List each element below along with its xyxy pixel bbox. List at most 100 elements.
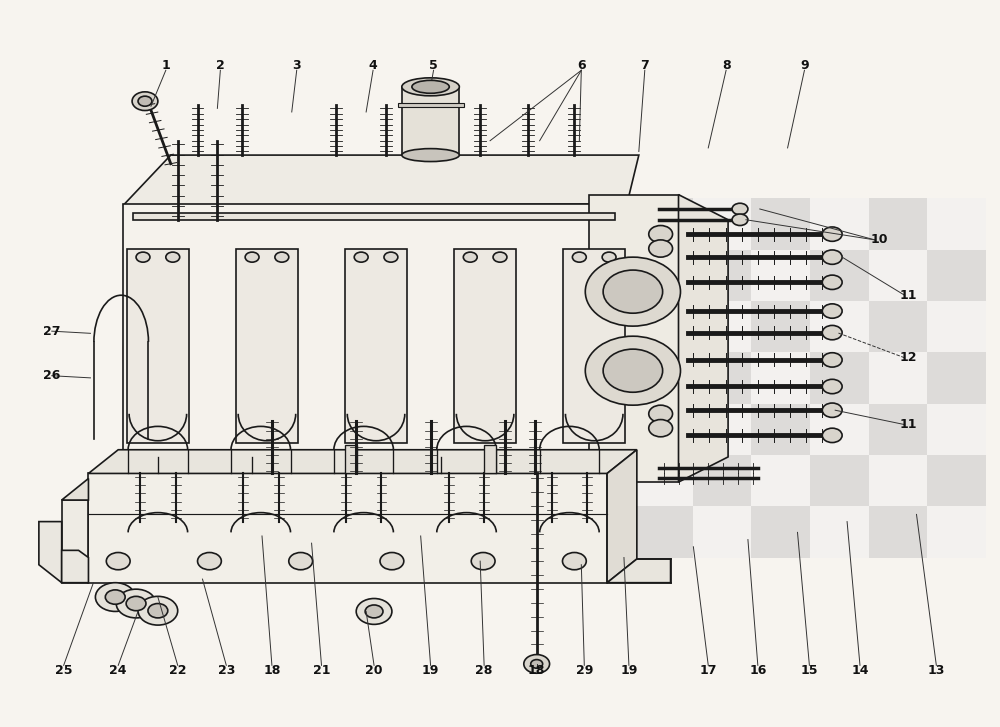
Bar <box>693 506 751 558</box>
Circle shape <box>585 257 680 326</box>
Text: 29: 29 <box>576 664 593 677</box>
Bar <box>402 87 459 155</box>
Polygon shape <box>127 249 189 443</box>
Bar <box>751 455 810 506</box>
Circle shape <box>116 589 156 618</box>
Circle shape <box>132 92 158 111</box>
Circle shape <box>463 252 477 262</box>
Polygon shape <box>88 450 637 473</box>
Bar <box>927 455 986 506</box>
Text: 20: 20 <box>365 664 383 677</box>
Polygon shape <box>454 249 516 443</box>
Bar <box>869 198 927 249</box>
Circle shape <box>732 204 748 214</box>
Polygon shape <box>62 550 88 583</box>
Text: 19: 19 <box>620 664 638 677</box>
Bar <box>634 403 693 455</box>
Circle shape <box>822 326 842 340</box>
Bar <box>345 445 357 473</box>
Circle shape <box>732 214 748 225</box>
Bar <box>869 301 927 352</box>
Circle shape <box>365 605 383 618</box>
Bar <box>751 198 810 249</box>
Text: 18: 18 <box>528 664 545 677</box>
Bar <box>693 301 751 352</box>
Circle shape <box>531 659 543 668</box>
Polygon shape <box>123 155 639 206</box>
Text: 26: 26 <box>43 369 60 382</box>
Circle shape <box>126 596 146 611</box>
Bar <box>869 249 927 301</box>
Polygon shape <box>679 195 728 482</box>
Bar <box>927 301 986 352</box>
Circle shape <box>603 349 663 393</box>
Polygon shape <box>62 478 88 500</box>
Bar <box>634 249 693 301</box>
Circle shape <box>380 553 404 570</box>
Bar <box>927 506 986 558</box>
Text: 25: 25 <box>55 664 72 677</box>
Bar <box>693 249 751 301</box>
Bar <box>810 249 869 301</box>
Circle shape <box>524 654 550 673</box>
Circle shape <box>138 96 152 106</box>
Circle shape <box>602 252 616 262</box>
Polygon shape <box>607 559 671 583</box>
Bar <box>810 352 869 403</box>
Bar <box>927 198 986 249</box>
Bar <box>927 403 986 455</box>
Circle shape <box>354 252 368 262</box>
Text: 24: 24 <box>109 664 127 677</box>
Circle shape <box>95 583 135 611</box>
Text: 27: 27 <box>43 325 61 337</box>
Polygon shape <box>236 249 298 443</box>
Text: 14: 14 <box>851 664 869 677</box>
Text: 5: 5 <box>429 59 438 72</box>
Bar <box>634 301 693 352</box>
Circle shape <box>138 596 178 625</box>
Text: 22: 22 <box>169 664 186 677</box>
Bar <box>398 103 464 108</box>
Bar <box>810 455 869 506</box>
Bar <box>751 352 810 403</box>
Bar <box>634 198 693 249</box>
Bar <box>810 403 869 455</box>
Circle shape <box>572 252 586 262</box>
Bar <box>927 249 986 301</box>
Bar <box>751 249 810 301</box>
Text: 13: 13 <box>928 664 945 677</box>
Circle shape <box>384 252 398 262</box>
Bar <box>693 352 751 403</box>
Ellipse shape <box>402 78 459 96</box>
Circle shape <box>822 227 842 241</box>
Circle shape <box>822 403 842 417</box>
Polygon shape <box>62 500 88 583</box>
Circle shape <box>136 252 150 262</box>
Polygon shape <box>88 473 607 583</box>
Circle shape <box>198 553 221 570</box>
Circle shape <box>822 428 842 443</box>
Bar <box>869 506 927 558</box>
Polygon shape <box>345 249 407 443</box>
Text: 17: 17 <box>700 664 717 677</box>
Bar <box>869 403 927 455</box>
Bar <box>810 301 869 352</box>
Polygon shape <box>589 195 679 482</box>
Polygon shape <box>133 212 615 220</box>
Circle shape <box>289 553 313 570</box>
Circle shape <box>822 379 842 394</box>
Bar <box>634 455 693 506</box>
Bar <box>693 455 751 506</box>
Bar <box>810 198 869 249</box>
Circle shape <box>148 603 168 618</box>
Circle shape <box>356 598 392 624</box>
Circle shape <box>649 405 673 422</box>
Circle shape <box>562 553 586 570</box>
Polygon shape <box>607 450 637 583</box>
Text: 7: 7 <box>640 59 649 72</box>
Text: 11: 11 <box>900 418 917 431</box>
Bar <box>927 352 986 403</box>
Bar <box>751 301 810 352</box>
Text: 16: 16 <box>749 664 767 677</box>
Polygon shape <box>123 204 627 451</box>
